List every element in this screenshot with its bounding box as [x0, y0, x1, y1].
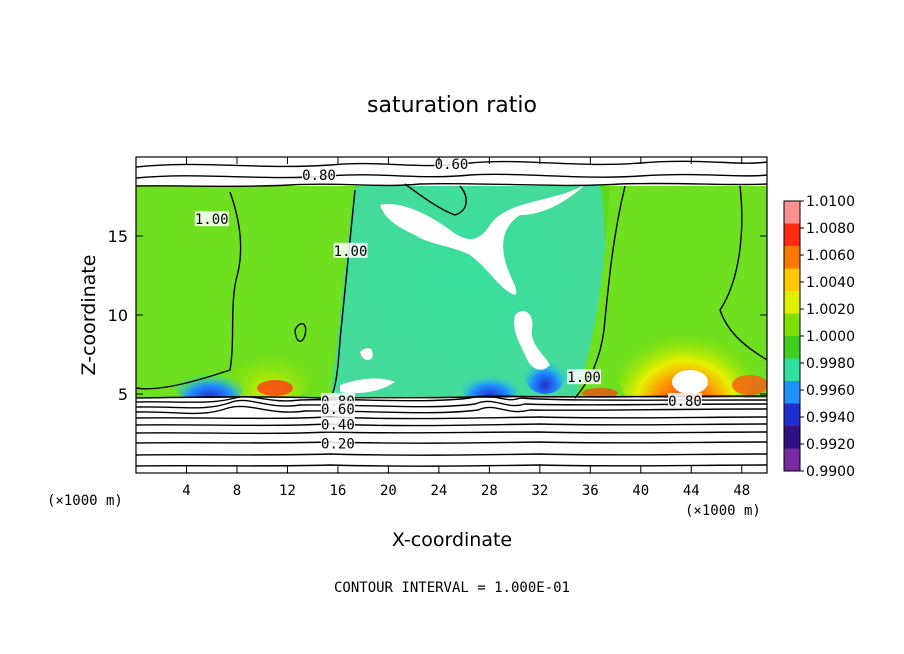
- contour-label: 0.60: [321, 402, 355, 418]
- contour-label: 0.40: [321, 418, 355, 434]
- colorbar-swatch: [784, 313, 800, 337]
- y-tick-label: 5: [118, 385, 128, 404]
- x-tick-label: 4: [182, 483, 190, 499]
- x-axis-label: X-coordinate: [392, 529, 512, 551]
- contour-label: 1.00: [334, 244, 368, 260]
- contour-interval-note: CONTOUR INTERVAL = 1.000E-01: [334, 580, 570, 596]
- contour-label-bg: [320, 416, 355, 432]
- y-tick-label: 15: [108, 227, 128, 246]
- y-tick-label: 10: [108, 306, 128, 325]
- colorbar-label: 1.0100: [806, 194, 855, 210]
- chart-title: saturation ratio: [367, 93, 537, 118]
- y-axis-label: Z-coordinate: [78, 255, 100, 376]
- colorbar-label: 0.9920: [806, 437, 855, 453]
- axis-ticks: [136, 157, 767, 473]
- colorbar-swatch: [784, 381, 800, 404]
- colorbar: 1.0100 1.0080 1.0060 1.0040 1.0020 1.0000 0.99…: [783, 194, 855, 480]
- contour-label: 0.80: [302, 168, 336, 184]
- contour-label-bg: [301, 166, 336, 182]
- colorbar-swatch: [784, 246, 800, 269]
- colorbar-swatch: [784, 403, 800, 427]
- colorbar-swatch: [784, 201, 800, 224]
- contour-label: 1.00: [195, 212, 229, 228]
- colorbar-label: 0.9960: [806, 383, 855, 399]
- contour-label: 0.80: [668, 394, 702, 410]
- x-unit-left: (×1000 m): [47, 493, 123, 509]
- heatmap-field: [136, 157, 767, 473]
- colorbar-label: 0.9900: [806, 464, 855, 480]
- colorbar-swatch: [784, 336, 800, 359]
- colorbar-swatch: [784, 268, 800, 292]
- x-tick-labels: 4 8 12 16 20 24 28 32 36 40 44 48: [182, 483, 750, 499]
- x-tick-label: 20: [380, 483, 397, 499]
- x-tick-label: 40: [632, 483, 649, 499]
- x-tick-label: 24: [430, 483, 447, 499]
- contour-label-bg: [567, 369, 602, 385]
- colorbar-swatch: [784, 291, 800, 314]
- colorbar-label: 1.0000: [806, 329, 855, 345]
- colorbar-swatch: [784, 448, 800, 472]
- contour-label-bg: [194, 211, 229, 227]
- contour-label-bg: [434, 155, 469, 171]
- colorbar-label: 1.0040: [806, 275, 855, 291]
- contour-label: 1.00: [567, 370, 601, 386]
- contour-label-bg: [320, 435, 355, 451]
- x-tick-label: 8: [233, 483, 241, 499]
- x-tick-label: 12: [279, 483, 296, 499]
- colorbar-swatch: [784, 358, 800, 382]
- x-unit-right: (×1000 m): [685, 503, 761, 519]
- x-tick-label: 36: [582, 483, 599, 499]
- colorbar-label: 0.9980: [806, 356, 855, 372]
- colorbar-label: 1.0060: [806, 248, 855, 264]
- colorbar-label: 1.0020: [806, 302, 855, 318]
- x-tick-label: 16: [329, 483, 346, 499]
- contour-label: 0.60: [435, 157, 469, 173]
- x-tick-label: 48: [733, 483, 750, 499]
- colorbar-swatch: [784, 426, 800, 449]
- contour-lines: [136, 160, 767, 467]
- colorbar-swatch: [784, 223, 800, 247]
- contour-label-bg: [320, 400, 355, 416]
- y-tick-labels: 5 10 15: [108, 227, 128, 404]
- x-tick-label: 44: [683, 483, 700, 499]
- x-tick-label: 28: [481, 483, 498, 499]
- colorbar-label: 1.0080: [806, 221, 855, 237]
- contour-label: 0.20: [321, 437, 355, 453]
- contour-labels: 0.600.801.001.001.000.800.800.600.400.20: [194, 155, 702, 453]
- x-tick-label: 32: [531, 483, 548, 499]
- contour-label-bg: [667, 392, 702, 408]
- colorbar-label: 0.9940: [806, 410, 855, 426]
- contour-label-bg: [333, 242, 368, 258]
